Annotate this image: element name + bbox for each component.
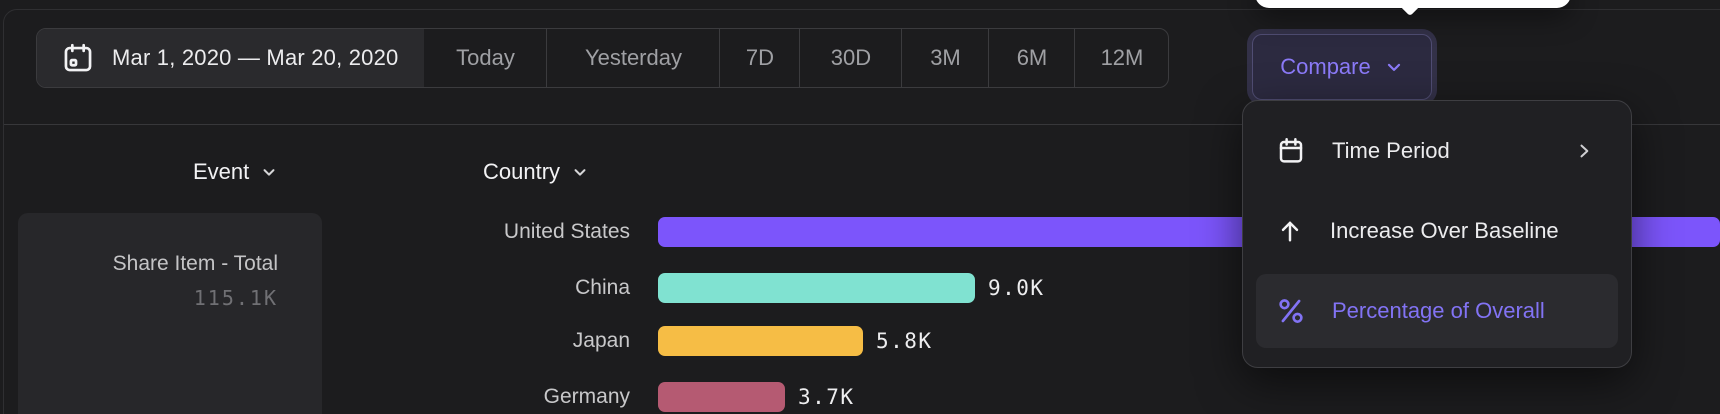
- calendar-icon: [1276, 136, 1306, 166]
- compare-menu: Time Period Increase Over Baseline Percent…: [1242, 100, 1632, 368]
- date-range-label: Mar 1, 2020 — Mar 20, 2020: [112, 45, 399, 70]
- country-header-label: Country: [483, 159, 561, 184]
- date-range-button[interactable]: Mar 1, 2020 — Mar 20, 2020: [37, 29, 425, 87]
- preset-button-yesterday[interactable]: Yesterday: [546, 29, 719, 87]
- calendar-icon: [61, 41, 95, 75]
- arrow-up-icon: [1276, 217, 1304, 245]
- bar-value-china: 9.0K: [988, 276, 1045, 300]
- bar-japan[interactable]: [658, 326, 863, 356]
- preset-button-3m[interactable]: 3M: [901, 29, 988, 87]
- bar-value-germany: 3.7K: [798, 385, 855, 409]
- preset-button-30d[interactable]: 30D: [799, 29, 901, 87]
- preset-button-6m[interactable]: 6M: [988, 29, 1074, 87]
- compare-label: Compare: [1280, 54, 1371, 79]
- menu-item-percentage-of-overall[interactable]: Percentage of Overall: [1256, 274, 1618, 348]
- preset-button-12m[interactable]: 12M: [1074, 29, 1168, 87]
- date-range-toolbar: Mar 1, 2020 — Mar 20, 2020 Today Yesterda…: [36, 28, 1170, 88]
- country-label-china: China: [575, 276, 630, 299]
- compare-button[interactable]: Compare: [1252, 34, 1432, 100]
- chevron-down-icon: [571, 163, 589, 181]
- chevron-down-icon: [260, 163, 278, 181]
- chevron-right-icon: [1574, 141, 1594, 161]
- menu-item-label: Time Period: [1332, 138, 1450, 163]
- summary-card-value: 115.1K: [193, 286, 278, 310]
- menu-item-increase-over-baseline[interactable]: Increase Over Baseline: [1256, 194, 1618, 268]
- chevron-down-icon: [1384, 57, 1404, 77]
- event-header-label: Event: [193, 159, 250, 184]
- summary-card-title: Share Item - Total: [112, 252, 278, 275]
- country-label-germany: Germany: [543, 385, 630, 408]
- country-column-header[interactable]: Country: [483, 159, 589, 185]
- percent-icon: [1276, 296, 1306, 326]
- bar-germany[interactable]: [658, 382, 785, 412]
- preset-button-today[interactable]: Today: [424, 29, 546, 87]
- country-label-united-states: United States: [503, 220, 630, 243]
- preset-button-7d[interactable]: 7D: [719, 29, 799, 87]
- menu-item-label: Increase Over Baseline: [1330, 218, 1559, 243]
- country-label-japan: Japan: [572, 329, 630, 352]
- menu-item-label: Percentage of Overall: [1332, 298, 1545, 323]
- tooltip-bubble: [1255, 0, 1571, 17]
- menu-item-time-period[interactable]: Time Period: [1256, 114, 1618, 188]
- tooltip-caret: [1395, 0, 1425, 17]
- bar-china[interactable]: [658, 273, 975, 303]
- summary-card[interactable]: Share Item - Total 115.1K: [18, 213, 322, 414]
- toolbar-divider: [4, 124, 1720, 125]
- bar-value-japan: 5.8K: [876, 329, 933, 353]
- event-column-header[interactable]: Event: [193, 159, 278, 185]
